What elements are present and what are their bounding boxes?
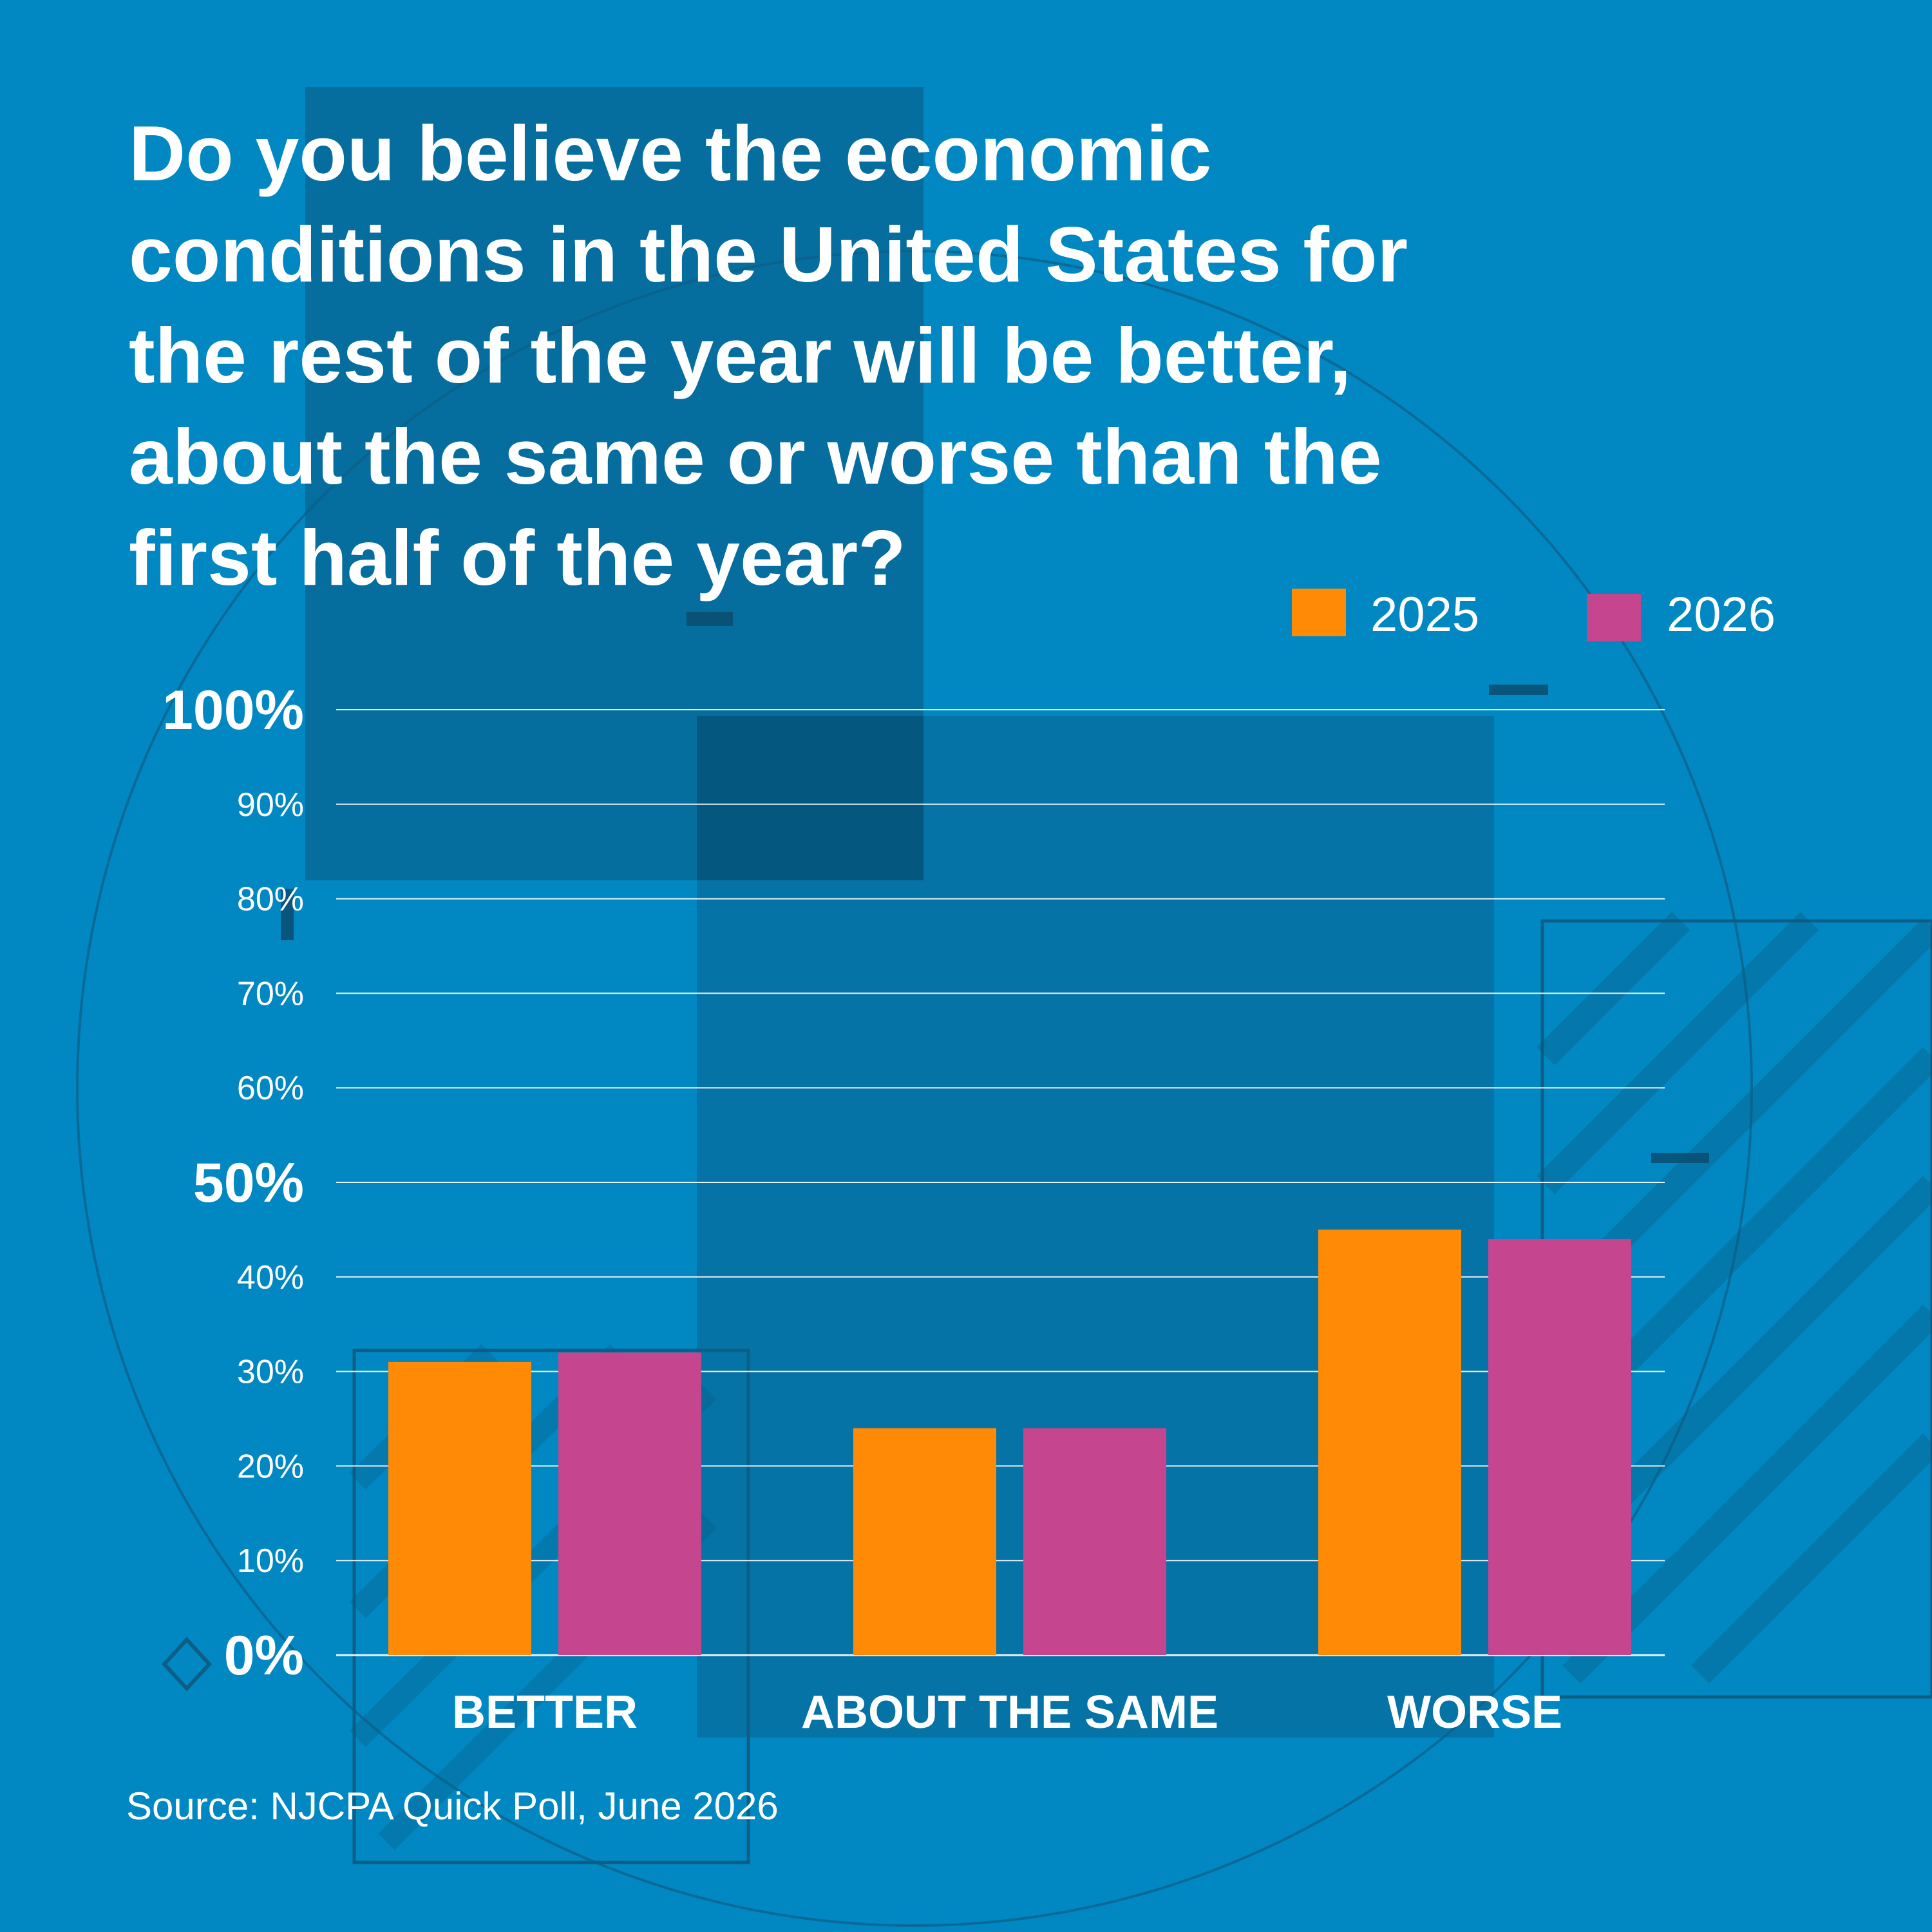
x-category-label: ABOUT THE SAME bbox=[801, 1687, 1218, 1738]
legend: 2025 2026 bbox=[1292, 587, 1776, 642]
bar-2026-better bbox=[558, 1352, 701, 1655]
x-axis-labels: BETTER ABOUT THE SAME WORSE bbox=[452, 1687, 1562, 1738]
dash-mark-4 bbox=[281, 889, 294, 940]
title-line: Do you believe the economic bbox=[129, 109, 1211, 197]
y-axis-ticks: 0% 10% 20% 30% 40% 50% 60% 70% 80% 90% 100% bbox=[162, 679, 304, 1687]
plot-area: 0% 10% 20% 30% 40% 50% 60% 70% 80% 90% 100% BETTER… bbox=[162, 679, 1665, 1738]
dark-panel-left bbox=[305, 87, 923, 880]
dash-mark-3 bbox=[1651, 1153, 1709, 1163]
x-category-label: WORSE bbox=[1387, 1687, 1562, 1738]
title-line: first half of the year? bbox=[129, 514, 906, 601]
y-tick-label: 20% bbox=[237, 1448, 304, 1485]
bar-2025-better bbox=[388, 1361, 531, 1655]
y-tick-label: 40% bbox=[237, 1259, 304, 1296]
bar-2025-worse bbox=[1318, 1229, 1461, 1655]
dash-mark-1 bbox=[687, 612, 733, 626]
title-line: the rest of the year will be better, bbox=[129, 312, 1351, 399]
legend-label-2025: 2025 bbox=[1370, 587, 1479, 642]
legend-label-2026: 2026 bbox=[1667, 587, 1776, 642]
bar-2026-worse bbox=[1488, 1239, 1631, 1655]
y-tick-label: 70% bbox=[237, 975, 304, 1012]
y-tick-label: 60% bbox=[237, 1070, 304, 1107]
legend-swatch-2025 bbox=[1292, 589, 1346, 636]
bars bbox=[388, 1229, 1631, 1655]
source-note: Source: NJCPA Quick Poll, June 2026 bbox=[126, 1785, 779, 1828]
x-category-label: BETTER bbox=[452, 1687, 638, 1738]
y-tick-label: 100% bbox=[162, 679, 304, 741]
decorative-circle bbox=[76, 250, 1753, 1927]
dash-mark-2 bbox=[1489, 685, 1548, 695]
dark-panel-overlap bbox=[697, 716, 923, 880]
y-tick-label: 30% bbox=[237, 1354, 304, 1391]
y-tick-label: 0% bbox=[224, 1625, 304, 1687]
bar-2026-about-the-same bbox=[1023, 1428, 1166, 1655]
stripe-frame-left bbox=[352, 1349, 750, 1864]
y-tick-label: 50% bbox=[193, 1152, 304, 1214]
chart-title: Do you believe the economic conditions i… bbox=[129, 109, 1408, 601]
bar-2025-about-the-same bbox=[853, 1428, 996, 1655]
title-line: about the same or worse than the bbox=[129, 413, 1382, 500]
y-tick-label: 80% bbox=[237, 881, 304, 918]
y-tick-label: 10% bbox=[237, 1542, 304, 1580]
legend-swatch-2026 bbox=[1587, 594, 1641, 641]
title-line: conditions in the United States for bbox=[129, 211, 1408, 298]
diamond-mark bbox=[161, 1636, 213, 1692]
y-tick-label: 90% bbox=[237, 786, 304, 824]
